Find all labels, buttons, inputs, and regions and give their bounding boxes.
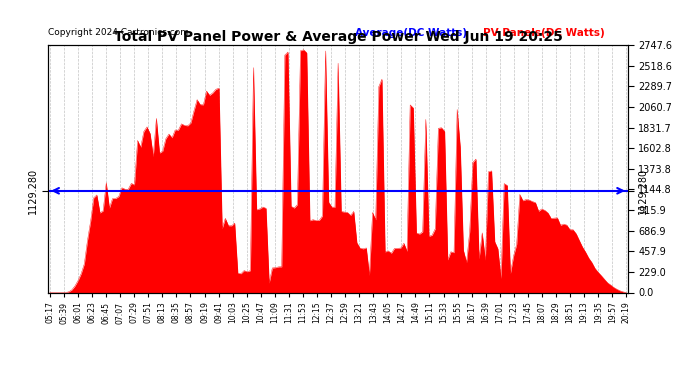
Text: PV Panels(DC Watts): PV Panels(DC Watts): [483, 28, 604, 38]
Text: Copyright 2024 Cartronics.com: Copyright 2024 Cartronics.com: [48, 28, 189, 37]
Title: Total PV Panel Power & Average Power Wed Jun 19 20:25: Total PV Panel Power & Average Power Wed…: [114, 30, 562, 44]
Text: Average(DC Watts): Average(DC Watts): [355, 28, 468, 38]
